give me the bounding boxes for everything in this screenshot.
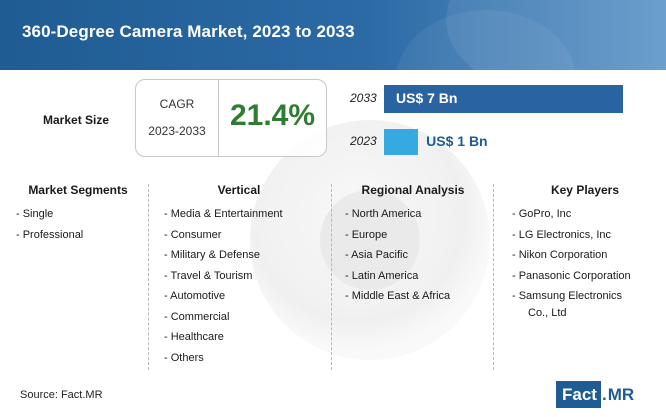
cagr-divider <box>218 80 219 156</box>
list-item: Co., Ltd <box>528 306 567 319</box>
market-segments-section: Market Segments - Single - Professional <box>16 183 140 373</box>
camera-watermark-icon <box>250 120 490 360</box>
list-item: - Panasonic Corporation <box>512 269 631 282</box>
list-item: - GoPro, Inc <box>512 208 572 220</box>
list-item: - LG Electronics, Inc <box>512 228 612 241</box>
bar-2033 <box>384 85 623 113</box>
bar-2023 <box>384 129 419 155</box>
page-title: 360-Degree Camera Market, 2023 to 2033 <box>22 22 355 41</box>
regional-analysis-section: Regional Analysis - North America - Europ… <box>345 183 481 373</box>
list-item: - Others <box>164 351 204 364</box>
list-item: - Military & Defense <box>164 249 260 261</box>
logo-text: MR <box>607 384 635 404</box>
section-heading: Vertical <box>217 183 261 197</box>
logo-text: . <box>601 384 607 404</box>
cagr-label: CAGR <box>159 97 195 111</box>
list-item: - Asia Pacific <box>345 249 408 261</box>
section-heading: Regional Analysis <box>361 183 465 197</box>
list-item: - Automotive <box>164 290 226 302</box>
list-item: - Professional <box>16 228 84 241</box>
cagr-value: 21.4% <box>229 99 316 132</box>
bar-year-label: 2033 <box>350 91 377 105</box>
list-item: - Media & Entertainment <box>164 208 283 220</box>
column-divider <box>148 184 149 370</box>
section-heading: Market Segments <box>28 183 128 197</box>
camera-lens-icon <box>320 190 420 290</box>
cagr-box: CAGR 2023-2033 21.4% <box>135 79 327 157</box>
header-decoration <box>446 0 666 70</box>
list-item: - Latin America <box>345 269 419 282</box>
header-banner: 360-Degree Camera Market, 2023 to 2033 <box>0 0 666 70</box>
bar-year-label: 2023 <box>350 134 377 148</box>
list-item: - Middle East & Africa <box>345 290 451 302</box>
vertical-section: Vertical - Media & Entertainment - Consum… <box>164 183 314 373</box>
list-item: - Samsung Electronics <box>512 290 623 302</box>
factmr-logo: Fact . MR <box>556 381 634 408</box>
list-item: - Consumer <box>164 228 222 241</box>
bar-value-label: US$ 1 Bn <box>426 133 488 149</box>
list-item: - North America <box>345 208 422 220</box>
market-size-label: Market Size <box>43 113 110 127</box>
bar-value-label: US$ 7 Bn <box>396 90 458 106</box>
column-divider <box>493 184 494 370</box>
logo-text: Fact <box>556 381 601 408</box>
list-item: - Nikon Corporation <box>512 249 608 261</box>
column-divider <box>331 184 332 370</box>
list-item: - Europe <box>345 228 388 241</box>
list-item: - Travel & Tourism <box>164 269 253 282</box>
list-item: - Single <box>16 208 54 220</box>
section-heading: Key Players <box>550 183 620 197</box>
source-note: Source: Fact.MR <box>20 389 103 401</box>
list-item: - Commercial <box>164 310 230 323</box>
key-players-section: Key Players - GoPro, Inc - LG Electronics… <box>512 183 658 373</box>
cagr-period: 2023-2033 <box>148 124 206 138</box>
list-item: - Healthcare <box>164 331 224 343</box>
